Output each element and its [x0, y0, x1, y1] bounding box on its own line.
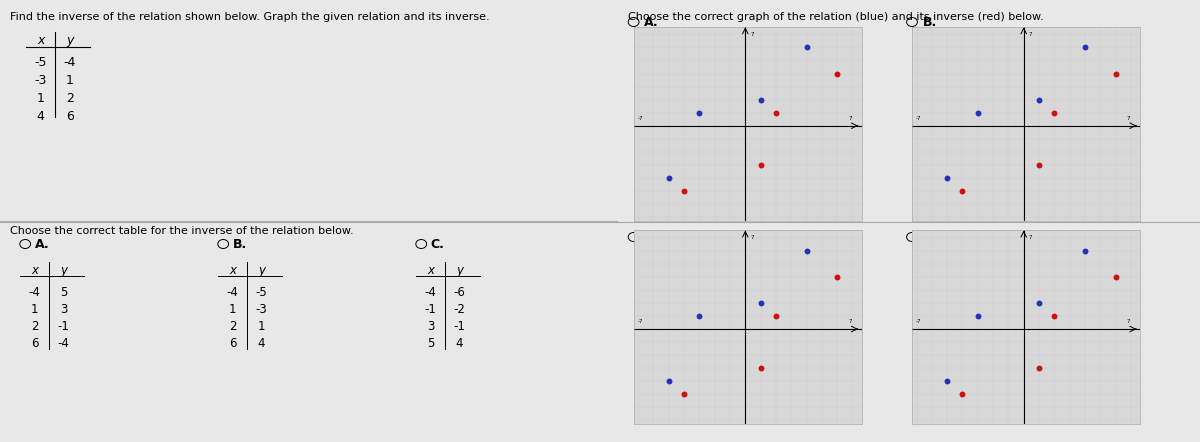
Point [1045, 312, 1064, 320]
Text: A.: A. [644, 15, 659, 28]
Text: 7: 7 [1028, 32, 1032, 37]
Text: 7: 7 [1127, 319, 1130, 324]
Text: 2: 2 [31, 320, 38, 333]
Text: 4: 4 [37, 110, 44, 123]
Point [1030, 299, 1049, 306]
Point [751, 96, 770, 103]
Text: y: y [258, 264, 265, 277]
Text: A.: A. [35, 237, 49, 251]
Text: 5: 5 [427, 337, 434, 350]
Point [968, 312, 988, 320]
Point [937, 175, 956, 182]
Text: -4: -4 [64, 56, 76, 69]
Point [968, 109, 988, 116]
Point [674, 391, 694, 398]
Text: 7: 7 [848, 319, 852, 324]
Text: x: x [37, 34, 44, 47]
Point [1030, 96, 1049, 103]
Point [953, 187, 972, 194]
Point [674, 187, 694, 194]
Point [767, 109, 786, 116]
Text: -1: -1 [425, 303, 437, 316]
Text: -6: -6 [454, 286, 466, 299]
Text: x: x [31, 264, 38, 277]
Text: 4: 4 [456, 337, 463, 350]
Point [751, 365, 770, 372]
Text: 1: 1 [37, 92, 44, 105]
Point [1075, 44, 1094, 51]
Text: y: y [60, 264, 67, 277]
Text: -7: -7 [916, 319, 922, 324]
Text: 5: 5 [60, 286, 67, 299]
Text: x: x [427, 264, 434, 277]
Point [937, 378, 956, 385]
Text: 7: 7 [848, 116, 852, 121]
Text: x: x [229, 264, 236, 277]
Point [659, 378, 678, 385]
Text: -1: -1 [454, 320, 466, 333]
Text: 1: 1 [229, 303, 236, 316]
Point [828, 70, 847, 77]
Point [1045, 109, 1064, 116]
Text: -2: -2 [454, 303, 466, 316]
Text: Choose the correct graph of the relation (blue) and its inverse (red) below.: Choose the correct graph of the relation… [628, 12, 1043, 22]
Point [1030, 161, 1049, 168]
Point [751, 299, 770, 306]
Text: 1: 1 [66, 74, 73, 87]
Text: Find the inverse of the relation shown below. Graph the given relation and its i: Find the inverse of the relation shown b… [10, 12, 490, 22]
Text: C.: C. [431, 237, 445, 251]
Text: 7: 7 [1127, 116, 1130, 121]
Text: -3: -3 [35, 74, 47, 87]
Text: y: y [456, 264, 463, 277]
Point [1075, 247, 1094, 254]
Point [828, 273, 847, 280]
Text: -5: -5 [256, 286, 268, 299]
Text: C.: C. [644, 230, 659, 244]
Text: 6: 6 [31, 337, 38, 350]
Point [953, 391, 972, 398]
Text: -7: -7 [637, 116, 643, 121]
Text: B.: B. [233, 237, 247, 251]
Text: 6: 6 [229, 337, 236, 350]
Text: 7: 7 [750, 32, 754, 37]
Point [797, 247, 816, 254]
Text: Choose the correct table for the inverse of the relation below.: Choose the correct table for the inverse… [10, 226, 353, 236]
Text: D.: D. [923, 230, 938, 244]
Text: -7: -7 [637, 319, 643, 324]
Point [751, 161, 770, 168]
Text: 2: 2 [66, 92, 73, 105]
Text: 7: 7 [750, 235, 754, 240]
Point [1106, 70, 1126, 77]
Text: 3: 3 [60, 303, 67, 316]
Text: -7: -7 [916, 116, 922, 121]
Point [1106, 273, 1126, 280]
Text: -4: -4 [58, 337, 70, 350]
Text: B.: B. [923, 15, 937, 28]
Text: 1: 1 [258, 320, 265, 333]
Text: 1: 1 [31, 303, 38, 316]
Text: 3: 3 [427, 320, 434, 333]
Text: 2: 2 [229, 320, 236, 333]
Text: -1: -1 [58, 320, 70, 333]
Point [797, 44, 816, 51]
Text: y: y [66, 34, 73, 47]
Text: 4: 4 [258, 337, 265, 350]
Point [1030, 365, 1049, 372]
Text: -4: -4 [425, 286, 437, 299]
Text: -5: -5 [35, 56, 47, 69]
Point [659, 175, 678, 182]
Text: 6: 6 [66, 110, 73, 123]
Text: -4: -4 [227, 286, 239, 299]
Point [690, 109, 709, 116]
Point [690, 312, 709, 320]
Text: -4: -4 [29, 286, 41, 299]
Text: 7: 7 [1028, 235, 1032, 240]
Text: -3: -3 [256, 303, 268, 316]
Point [767, 312, 786, 320]
